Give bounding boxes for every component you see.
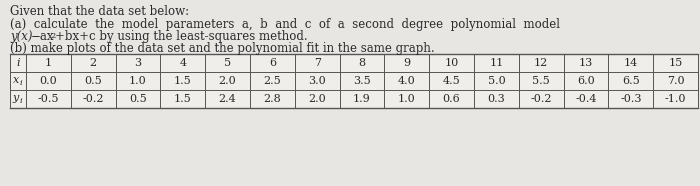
Text: -1.0: -1.0	[665, 94, 686, 104]
Text: 1.5: 1.5	[174, 94, 192, 104]
Text: 7.0: 7.0	[667, 76, 685, 86]
Text: 2: 2	[50, 32, 55, 40]
Text: 1.0: 1.0	[398, 94, 416, 104]
Text: 12: 12	[534, 58, 548, 68]
Text: y: y	[13, 93, 19, 103]
Text: 15: 15	[668, 58, 682, 68]
Text: 1.0: 1.0	[129, 76, 147, 86]
Text: 6: 6	[269, 58, 276, 68]
Text: 8: 8	[358, 58, 365, 68]
Text: 0.0: 0.0	[39, 76, 57, 86]
Text: 0.5: 0.5	[84, 76, 102, 86]
Text: 3.5: 3.5	[353, 76, 371, 86]
Text: 4.0: 4.0	[398, 76, 416, 86]
Text: 4: 4	[179, 58, 186, 68]
Text: -0.4: -0.4	[575, 94, 596, 104]
Text: -0.5: -0.5	[38, 94, 59, 104]
Text: 6.5: 6.5	[622, 76, 640, 86]
Text: 2.4: 2.4	[218, 94, 237, 104]
Text: +bx+c by using the least-squares method.: +bx+c by using the least-squares method.	[55, 30, 307, 43]
Text: 2: 2	[90, 58, 97, 68]
Text: (a)  calculate  the  model  parameters  a,  b  and  c  of  a  second  degree  po: (a) calculate the model parameters a, b …	[10, 18, 560, 31]
Text: 3: 3	[134, 58, 141, 68]
Text: 2.0: 2.0	[308, 94, 326, 104]
Text: 4.5: 4.5	[442, 76, 461, 86]
Text: 1.9: 1.9	[353, 94, 371, 104]
Text: 6.0: 6.0	[577, 76, 595, 86]
Text: 2.5: 2.5	[263, 76, 281, 86]
Text: i: i	[20, 79, 22, 87]
Text: y(x): y(x)	[10, 30, 32, 43]
Text: 14: 14	[624, 58, 638, 68]
Text: i: i	[20, 97, 22, 105]
Text: −ax: −ax	[31, 30, 55, 43]
Text: Given that the data set below:: Given that the data set below:	[10, 5, 189, 18]
Text: 2.8: 2.8	[263, 94, 281, 104]
Text: -0.2: -0.2	[531, 94, 552, 104]
Text: 1.5: 1.5	[174, 76, 192, 86]
Text: -0.3: -0.3	[620, 94, 641, 104]
Text: (b) make plots of the data set and the polynomial fit in the same graph.: (b) make plots of the data set and the p…	[10, 42, 435, 55]
Text: 7: 7	[314, 58, 321, 68]
Bar	[10, 54, 698, 108]
Text: 2.0: 2.0	[218, 76, 237, 86]
Text: -0.2: -0.2	[83, 94, 104, 104]
Text: 0.3: 0.3	[487, 94, 505, 104]
Text: 5.5: 5.5	[532, 76, 550, 86]
Text: x: x	[13, 75, 19, 85]
Text: 9: 9	[403, 58, 410, 68]
Text: 5: 5	[224, 58, 231, 68]
Text: 0.6: 0.6	[442, 94, 461, 104]
Text: 13: 13	[579, 58, 593, 68]
Text: 11: 11	[489, 58, 503, 68]
Text: 1: 1	[45, 58, 52, 68]
Text: 0.5: 0.5	[129, 94, 147, 104]
Text: 5.0: 5.0	[487, 76, 505, 86]
Text: 3.0: 3.0	[308, 76, 326, 86]
Text: 10: 10	[444, 58, 458, 68]
Text: i: i	[16, 58, 20, 68]
